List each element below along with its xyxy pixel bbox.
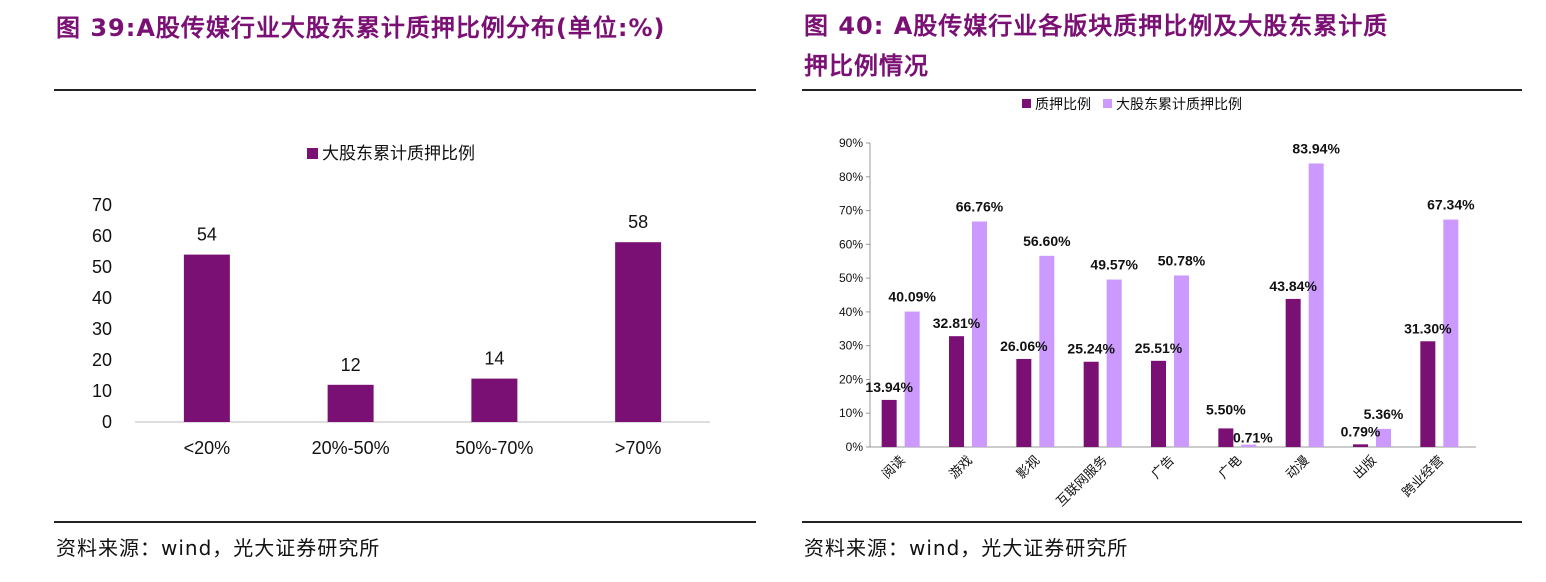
y-tick-label: 50% [839,271,863,285]
y-tick-label: 10% [839,406,863,420]
figure-39-panel: 图 39:A股传媒行业大股东累计质押比例分布(单位:%) 大股东累计质押比例 0 1… [0,0,770,582]
data-label: 43.84% [1269,278,1317,294]
legend-label: 大股东累计质押比例 [1116,96,1242,112]
data-label: 50.78% [1158,252,1206,268]
x-tick-label: 影视 [1013,453,1042,482]
data-label: 40.09% [888,289,936,305]
y-tick-label: 30 [92,319,112,339]
x-tick-label: 互联网服务 [1053,453,1110,510]
bar-major-holder-pledge-ratio [1376,428,1391,447]
y-tick-label: 0 [102,412,112,432]
legend-swatch [1022,99,1031,108]
figure-40-title-line2: 押比例情况 [804,52,929,80]
y-tick-label: 50 [92,257,112,277]
bar [183,254,230,422]
y-tick-label: 0% [846,440,864,454]
x-tick-label: 出版 [1350,453,1379,482]
y-tick-label: 10 [92,381,112,401]
legend-label: 大股东累计质押比例 [322,144,475,163]
legend-swatch [1103,99,1112,108]
data-label: 49.57% [1090,257,1138,273]
bottom-rule [802,521,1522,523]
figure-39-chart: 大股东累计质押比例 0 10 20 30 40 50 60 70 54 <20% 12 20%-50% 1… [92,144,710,458]
data-label: 5.36% [1364,406,1404,422]
data-label: 5.50% [1206,401,1246,417]
data-label: 0.71% [1233,430,1273,446]
y-tick-label: 70% [839,204,863,218]
x-tick-label: 广告 [1148,453,1177,482]
x-tick-label: 阅读 [879,453,908,482]
x-tick-label: <20% [184,438,231,458]
data-label: 32.81% [933,315,981,331]
y-tick-label: 60% [839,237,863,251]
x-tick-label: 50%-70% [455,438,533,458]
bar-major-holder-pledge-ratio [1241,444,1257,447]
data-label: 14 [484,349,504,369]
bar-pledge-ratio [1151,360,1166,447]
bar-pledge-ratio [1285,298,1301,447]
figure-39-source: 资料来源：wind，光大证券研究所 [56,536,381,560]
figure-39-title: 图 39:A股传媒行业大股东累计质押比例分布(单位:%) [56,14,666,42]
data-label: 67.34% [1427,197,1475,213]
data-label: 25.51% [1135,340,1183,356]
bar-pledge-ratio [949,336,964,447]
data-label: 0.79% [1341,423,1381,439]
legend-label: 质押比例 [1035,96,1091,112]
bar-pledge-ratio [1083,361,1099,447]
bar [327,384,374,422]
bar-major-holder-pledge-ratio [1443,219,1459,447]
data-label: 13.94% [865,379,913,395]
data-label: 26.06% [1000,338,1048,354]
y-tick-label: 70 [92,195,112,215]
bar [615,242,662,422]
bar-pledge-ratio [881,399,897,447]
top-rule [54,89,756,91]
x-tick-label: 广电 [1215,453,1244,482]
x-tick-label: 游戏 [946,453,975,482]
figure-40-source: 资料来源：wind，光大证券研究所 [804,536,1129,560]
data-label: 25.24% [1067,341,1115,357]
figure-40-title-line1: 图 40: A股传媒行业各版块质押比例及大股东累计质 [804,12,1389,40]
y-tick-label: 20 [92,350,112,370]
data-label: 83.94% [1292,140,1340,156]
figure-40-chart: 质押比例 大股东累计质押比例 0% 10% 20% 30% 40% 50% 60% 70% 80% 9… [839,96,1476,510]
data-label: 58 [628,212,648,232]
bar-pledge-ratio [1016,358,1032,447]
bar-pledge-ratio [1353,444,1368,447]
bar-major-holder-pledge-ratio [1308,163,1324,447]
x-tick-label: 20%-50% [312,438,390,458]
y-tick-label: 20% [839,372,863,386]
bottom-rule [54,521,756,523]
bar-major-holder-pledge-ratio [1106,279,1122,447]
top-rule [802,89,1522,91]
data-label: 56.60% [1023,233,1071,249]
bar-major-holder-pledge-ratio [972,221,987,447]
y-tick-label: 90% [839,136,863,150]
y-tick-label: 40% [839,305,863,319]
data-label: 66.76% [956,198,1004,214]
figure-40-panel: 图 40: A股传媒行业各版块质押比例及大股东累计质 押比例情况 质押比例 大股东… [790,0,1546,582]
x-tick-label: 跨业经营 [1399,453,1446,500]
y-tick-label: 40 [92,288,112,308]
data-label: 12 [341,355,361,375]
bar-major-holder-pledge-ratio [1039,255,1055,447]
bar [471,378,518,422]
y-tick-label: 30% [839,339,863,353]
data-label: 31.30% [1404,320,1452,336]
bar-major-holder-pledge-ratio [1174,275,1189,447]
x-tick-label: 动漫 [1283,453,1312,482]
y-tick-label: 80% [839,170,863,184]
bar-major-holder-pledge-ratio [904,311,920,447]
bar-pledge-ratio [1218,428,1234,447]
legend-swatch [307,148,318,159]
y-tick-label: 60 [92,226,112,246]
bar-pledge-ratio [1420,341,1436,447]
data-label: 54 [197,225,217,245]
x-tick-label: >70% [615,438,662,458]
